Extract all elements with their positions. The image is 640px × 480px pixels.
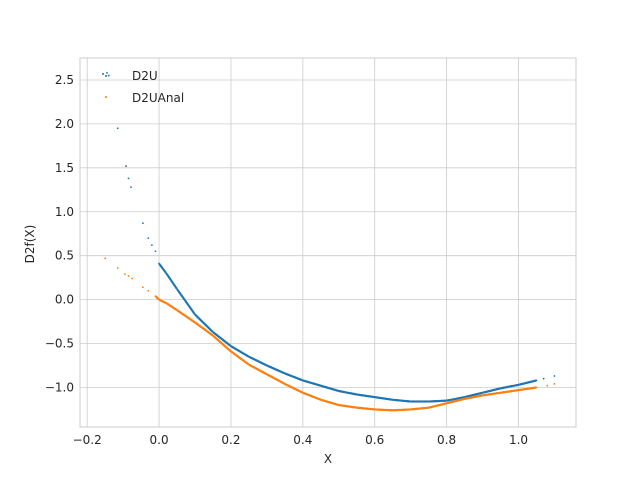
x-tick-label: 0.8 (437, 433, 456, 447)
legend-label-d2uanal: D2UAnal (132, 91, 184, 105)
x-tick-label: 0.0 (150, 433, 169, 447)
y-tick-label: 1.0 (55, 205, 74, 219)
plot-area (79, 57, 577, 428)
legend-entry-d2uanal: D2UAnal (105, 91, 184, 105)
data-point (124, 273, 126, 276)
legend-marker-d2uanal (105, 96, 107, 98)
data-point (553, 383, 556, 385)
legend-label-d2u: D2U (132, 69, 158, 83)
y-tick-label: 0.5 (55, 249, 74, 263)
y-tick-label: 2.0 (55, 117, 74, 131)
data-point (193, 312, 196, 315)
y-tick-label: −1.0 (45, 380, 74, 394)
data-point (107, 74, 110, 77)
grid (80, 58, 576, 427)
x-tick-label: 0.6 (365, 433, 384, 447)
data-point (542, 377, 545, 380)
data-point (104, 257, 107, 260)
x-tick-label: 0.4 (293, 433, 312, 447)
y-tick-label: 0.0 (55, 293, 74, 307)
data-point (534, 379, 537, 382)
data-point (127, 274, 130, 277)
data-point (546, 384, 549, 387)
data-point (131, 277, 134, 280)
x-tick-label: 0.2 (221, 433, 240, 447)
data-point (553, 375, 556, 377)
y-tick-label: −0.5 (45, 337, 74, 351)
data-point (106, 72, 108, 74)
data-point (534, 386, 537, 389)
x-tick-label: 1.0 (509, 433, 528, 447)
series-d2uanal (104, 257, 556, 412)
data-point (127, 177, 130, 180)
y-axis: −1.0 −0.5 0.0 0.5 1.0 1.5 2.0 2.5 (45, 73, 74, 395)
data-point (141, 222, 144, 225)
y-tick-label: 2.5 (55, 73, 74, 87)
x-axis: −0.2 0.0 0.2 0.4 0.6 0.8 1.0 (73, 433, 528, 447)
legend: D2U D2UAnal (102, 69, 184, 105)
data-point (164, 271, 167, 274)
data-point (175, 287, 178, 290)
data-point (116, 127, 119, 130)
data-point (116, 267, 119, 269)
series-d2u (106, 72, 556, 403)
legend-entry-d2u: D2U (102, 69, 158, 83)
data-point (130, 186, 132, 189)
x-tick-label: −0.2 (73, 433, 102, 447)
data-point (125, 165, 127, 167)
x-axis-label: X (324, 452, 332, 466)
series-layer (104, 72, 556, 412)
data-point (154, 250, 157, 253)
legend-marker-d2u (105, 75, 107, 77)
data-point (147, 289, 150, 292)
data-point (141, 286, 144, 289)
y-tick-label: 1.5 (55, 161, 74, 175)
y-axis-label: D2f(X) (23, 225, 37, 264)
data-point (147, 237, 150, 240)
data-point (150, 244, 153, 247)
legend-marker-d2u (102, 73, 104, 75)
